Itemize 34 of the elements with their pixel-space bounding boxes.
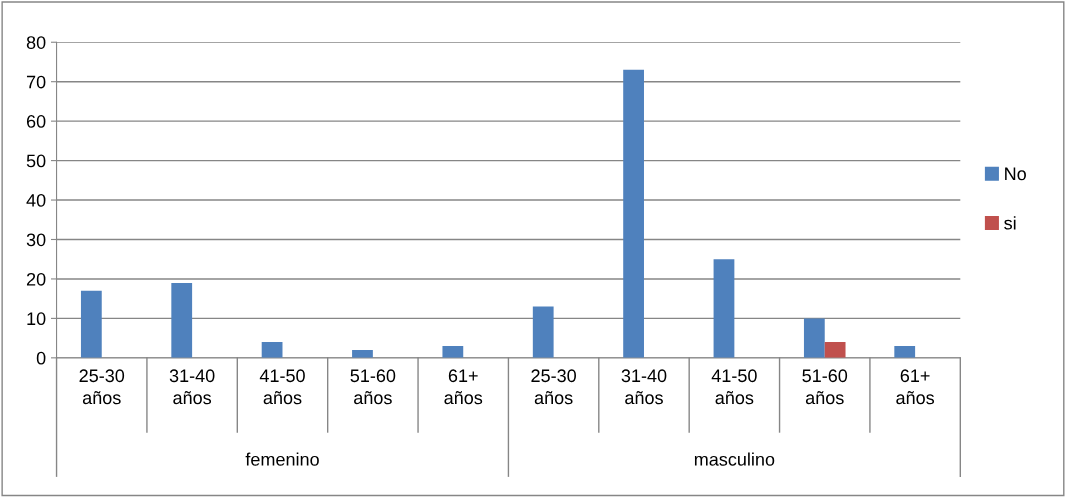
bar bbox=[894, 346, 916, 358]
bar bbox=[261, 342, 283, 358]
x-tick-label: 51-60 años bbox=[350, 369, 396, 405]
legend-label: si bbox=[1004, 216, 1016, 230]
y-tick-label: 80 bbox=[26, 36, 46, 49]
x-tick-label: 51-60 años bbox=[802, 369, 848, 405]
y-tick-label: 40 bbox=[26, 193, 46, 207]
bar bbox=[713, 259, 735, 358]
bar bbox=[803, 318, 825, 358]
x-tick-label: 61+ años bbox=[444, 369, 483, 405]
bar bbox=[824, 342, 846, 358]
x-tick-label: 25-30 años bbox=[531, 369, 576, 405]
y-tick-label: 0 bbox=[36, 351, 46, 365]
bar bbox=[80, 290, 102, 358]
bar bbox=[623, 69, 644, 358]
bar bbox=[352, 349, 373, 358]
bar bbox=[532, 306, 554, 358]
x-tick-label: 41-50 años bbox=[259, 369, 305, 405]
bar bbox=[171, 282, 193, 358]
y-tick-label: 60 bbox=[26, 115, 46, 128]
y-tick-label: 70 bbox=[26, 75, 46, 89]
x-tick-label: 31-40 años bbox=[169, 369, 215, 405]
legend-label: No bbox=[1005, 167, 1026, 181]
x-tick-label: 31-40 años bbox=[621, 369, 667, 405]
y-tick-label: 50 bbox=[26, 154, 46, 168]
y-tick-label: 20 bbox=[26, 272, 46, 286]
text: masculino bbox=[694, 452, 775, 466]
y-tick-label: 10 bbox=[27, 312, 46, 326]
x-tick-label: 41-50 años bbox=[711, 369, 757, 405]
y-tick-label: 30 bbox=[26, 233, 46, 247]
text: femenino bbox=[245, 452, 319, 466]
bar bbox=[442, 346, 464, 358]
x-tick-label: 25-30 años bbox=[79, 369, 125, 405]
x-tick-label: 61+ años bbox=[896, 369, 935, 405]
